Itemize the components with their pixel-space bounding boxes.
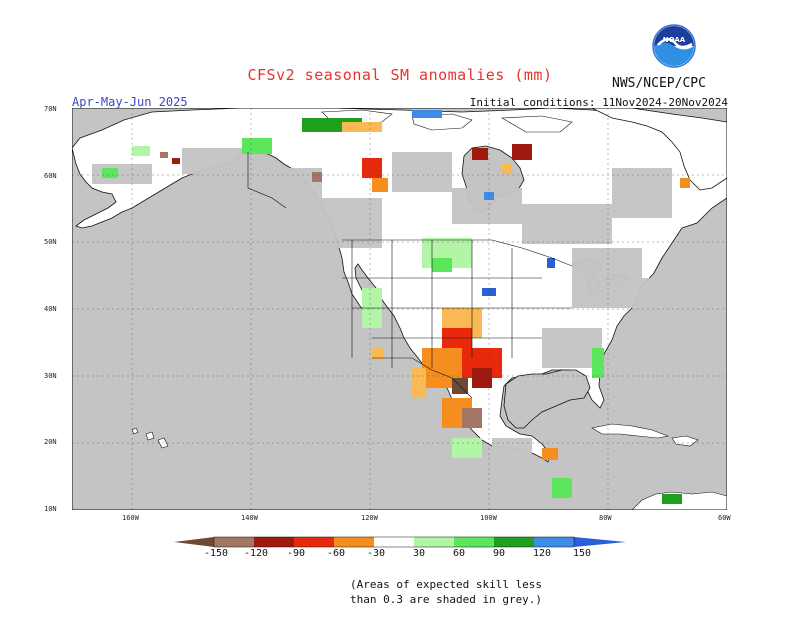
colorbar-swatch-9 — [534, 537, 574, 547]
colorbar-swatch-5 — [374, 537, 414, 547]
colorbar-label-neg60: -60 — [327, 548, 346, 559]
colorbar-swatch-8 — [494, 537, 534, 547]
colorbar-min-arrow — [174, 537, 214, 547]
lat-label-20n: 20N — [44, 438, 57, 446]
agency-label: NWS/NCEP/CPC — [612, 76, 706, 91]
lon-label-160w: 160W — [122, 514, 139, 522]
colorbar-label-30: 30 — [413, 548, 426, 559]
colorbar-swatch-1 — [214, 537, 254, 547]
lon-label-100w: 100W — [480, 514, 497, 522]
map-title: CFSv2 seasonal SM anomalies (mm) — [247, 66, 553, 84]
lat-label-50n: 50N — [44, 238, 57, 246]
colorbar-label-90: 90 — [493, 548, 506, 559]
colorbar-swatch-7 — [454, 537, 494, 547]
hawaii-islands — [131, 427, 169, 449]
colorbar-label-neg120: -120 — [244, 548, 269, 559]
gulf-of-mexico — [503, 369, 591, 429]
colorbar-label-150: 150 — [573, 548, 592, 559]
colorbar-label-60: 60 — [453, 548, 466, 559]
colorbar-swatch-6 — [414, 537, 454, 547]
colorbar-label-120: 120 — [533, 548, 552, 559]
lat-label-10n: 10N — [44, 505, 57, 513]
colorbar-label-neg150: -150 — [204, 548, 229, 559]
anomaly-map — [72, 108, 727, 510]
noaa-logo: NOAA — [652, 24, 696, 68]
low-skill-grey-areas — [92, 148, 682, 458]
lat-label-60n: 60N — [44, 172, 57, 180]
lat-label-40n: 40N — [44, 305, 57, 313]
colorbar-max-arrow — [574, 537, 626, 547]
skill-note-line-2: than 0.3 are shaded in grey.) — [350, 593, 543, 606]
colorbar-label-neg30: -30 — [367, 548, 386, 559]
lon-label-60w: 60W — [718, 514, 731, 522]
colorbar-swatch-3 — [294, 537, 334, 547]
colorbar-swatch-2 — [254, 537, 294, 547]
initial-conditions-label: Initial conditions: 11Nov2024-20Nov2024 — [469, 96, 728, 109]
lon-label-80w: 80W — [599, 514, 612, 522]
skill-note: (Areas of expected skill less than 0.3 a… — [350, 577, 542, 607]
colorbar-label-neg90: -90 — [287, 548, 306, 559]
logo-text: NOAA — [663, 36, 686, 44]
season-label: Apr-May-Jun 2025 — [72, 95, 188, 109]
lat-label-30n: 30N — [44, 372, 57, 380]
colorbar-swatch-4 — [334, 537, 374, 547]
lat-label-70n: 70N — [44, 105, 57, 113]
skill-note-line-1: (Areas of expected skill less — [350, 578, 543, 591]
graticule — [72, 108, 727, 510]
cuba-landmass — [591, 423, 670, 439]
political-borders — [247, 152, 573, 399]
colorbar — [174, 536, 626, 548]
lon-label-120w: 120W — [361, 514, 378, 522]
lon-label-140w: 140W — [241, 514, 258, 522]
